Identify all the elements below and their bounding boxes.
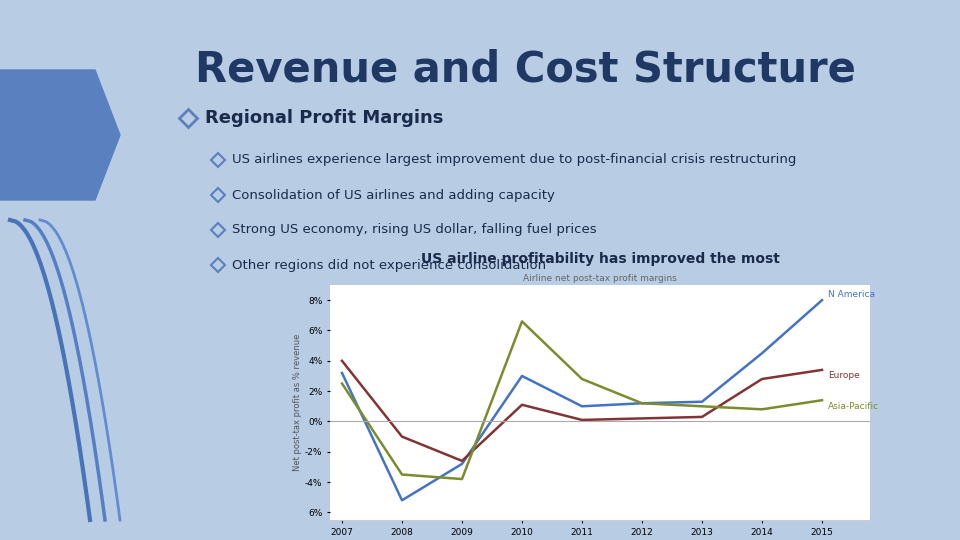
Text: US airlines experience largest improvement due to post-financial crisis restruct: US airlines experience largest improveme…: [232, 153, 797, 166]
Text: N America: N America: [828, 289, 875, 299]
Polygon shape: [0, 70, 120, 200]
Text: Europe: Europe: [828, 372, 860, 380]
Y-axis label: Net post-tax profit as % revenue: Net post-tax profit as % revenue: [293, 334, 302, 471]
Text: Other regions did not experience consolidation: Other regions did not experience consoli…: [232, 259, 546, 272]
Text: US airline profitability has improved the most: US airline profitability has improved th…: [420, 252, 780, 266]
Text: Regional Profit Margins: Regional Profit Margins: [205, 109, 444, 127]
Text: Consolidation of US airlines and adding capacity: Consolidation of US airlines and adding …: [232, 188, 555, 201]
Text: Revenue and Cost Structure: Revenue and Cost Structure: [195, 48, 856, 90]
Text: Asia-Pacific: Asia-Pacific: [828, 402, 879, 411]
Text: Strong US economy, rising US dollar, falling fuel prices: Strong US economy, rising US dollar, fal…: [232, 224, 596, 237]
Title: Airline net post-tax profit margins: Airline net post-tax profit margins: [523, 274, 677, 283]
